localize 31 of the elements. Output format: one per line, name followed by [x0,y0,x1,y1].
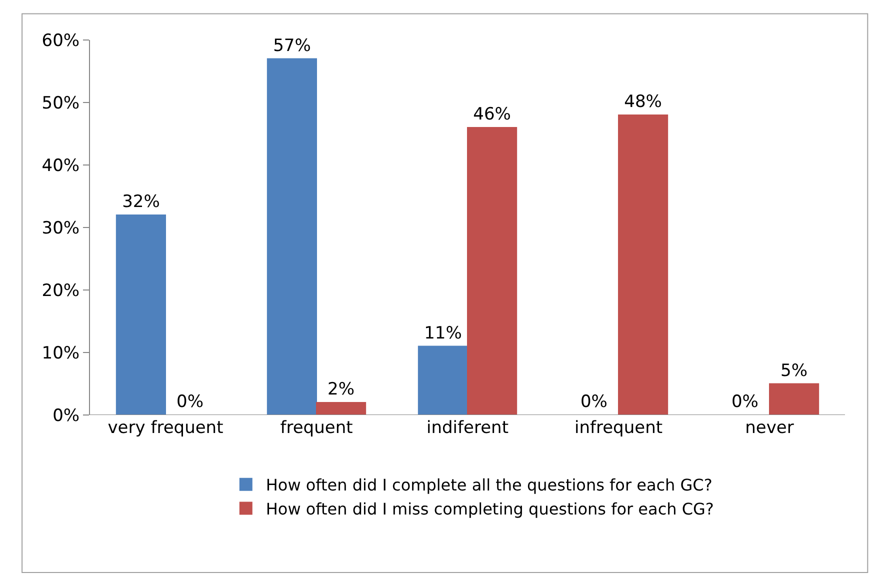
data-label: 0% [580,392,608,412]
x-tick-label: indiferent [426,418,509,438]
bar [266,58,317,415]
bar [467,127,518,415]
bar [116,214,166,415]
x-tick-label: frequent [280,418,354,438]
legend-label: How often did I miss completing questions for each CG? [266,499,714,518]
bar [418,346,468,415]
data-label: 11% [424,323,462,344]
data-label: 0% [176,392,204,412]
data-label: 32% [122,192,160,212]
data-label: 2% [328,380,355,400]
bar [316,402,366,415]
data-label: 5% [780,360,808,381]
data-label: 46% [473,104,511,124]
y-tick-label: 30% [42,218,80,238]
y-tick-label: 50% [42,93,80,114]
x-tick-label: infrequent [574,418,663,438]
bar [618,114,668,415]
data-label: 57% [273,36,311,56]
y-tick-label: 10% [42,343,80,364]
y-tick-label: 40% [42,156,80,176]
data-label: 48% [624,92,662,112]
y-tick-label: 60% [42,30,80,51]
y-tick-label: 20% [42,280,80,301]
x-tick-label: never [745,418,794,438]
bar [769,383,820,415]
y-tick-label: 0% [52,406,80,426]
data-label: 0% [731,392,758,412]
legend-label: How often did I complete all the questions for each GC? [266,476,712,495]
x-tick-label: very frequent [108,418,224,438]
